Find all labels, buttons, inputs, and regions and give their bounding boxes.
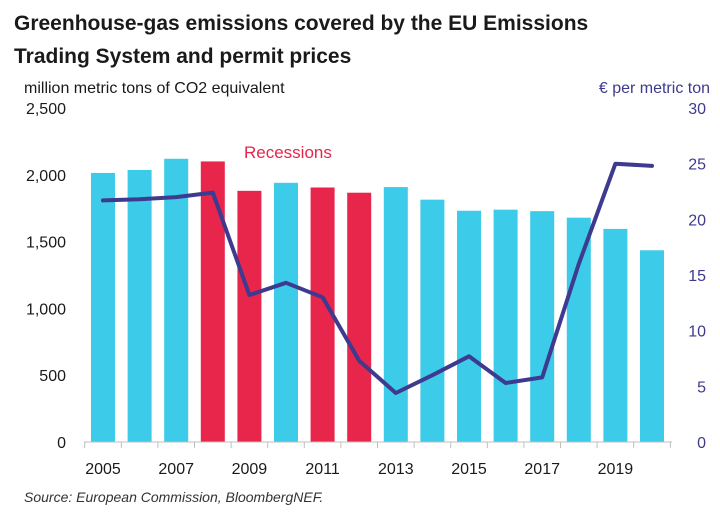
x-tick-label: 2013 [378,461,414,478]
right-axis-ticks: 0 5 10 15 20 25 30 [688,101,706,452]
x-tick-label: 2005 [85,461,121,478]
x-tick-label: 2011 [305,461,340,478]
x-tick-label: 2017 [524,461,560,478]
bar-2014 [420,199,445,442]
chart-title-line1: Greenhouse-gas emissions covered by the … [14,12,588,35]
right-tick-label: 0 [697,435,706,452]
bar-2013 [383,187,408,442]
price-line [101,161,654,395]
bar-recession-2012 [347,192,372,442]
left-tick-label: 500 [39,368,66,385]
left-tick-label: 2,500 [26,101,66,118]
x-tick-label: 2015 [451,461,487,478]
recessions-label: Recessions [244,143,332,162]
bar-recession-2009 [237,190,262,442]
bar-2010 [274,182,298,443]
right-axis-unit: € per metric ton [599,80,710,97]
emission-bars [91,158,664,443]
right-tick-label: 5 [697,379,706,396]
right-tick-label: 30 [688,101,706,118]
x-tick-label: 2009 [232,461,268,478]
bar-2017 [530,211,555,442]
x-tick-label: 2019 [598,461,634,478]
x-tick-label: 2007 [158,461,194,478]
left-axis-ticks: 0 500 1,000 1,500 2,000 2,500 [26,101,66,452]
bar-2005 [91,172,115,442]
left-tick-label: 2,000 [26,168,66,185]
bar-recession-2008 [200,161,225,442]
left-axis-unit: million metric tons of CO2 equivalent [24,80,285,97]
source-note: Source: European Commission, BloombergNE… [24,489,323,505]
bar-2019 [603,228,628,442]
bar-2015 [457,210,481,442]
left-tick-label: 1,000 [26,301,66,318]
bar-2016 [493,209,518,442]
bar-2006 [127,169,152,442]
left-tick-label: 0 [57,435,66,452]
right-tick-label: 25 [688,157,706,174]
right-tick-label: 15 [688,268,706,285]
right-tick-label: 10 [688,324,706,341]
bar-2018 [566,217,591,442]
right-tick-label: 20 [688,212,706,229]
bar-2007 [164,158,189,442]
chart-title-line2: Trading System and permit prices [14,45,351,68]
left-tick-label: 1,500 [26,235,66,252]
bar-2020 [640,250,664,442]
x-axis-ticks: 2005 2007 2009 2011 2013 2015 2017 2019 [84,442,671,478]
